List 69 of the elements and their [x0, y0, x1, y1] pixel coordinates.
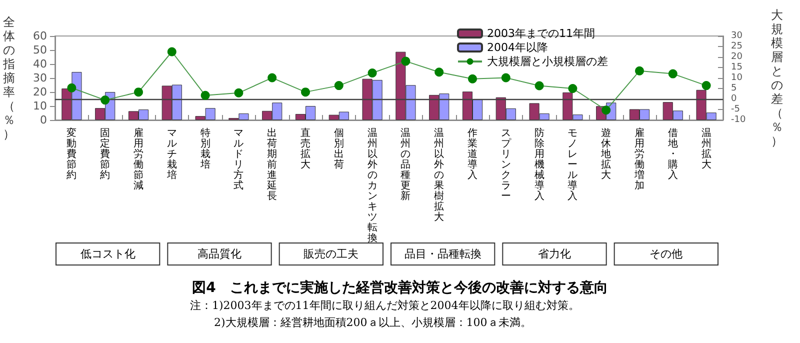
text: 図4 これまでに実施した経営改善対策と今後の改善に対する意向 [192, 279, 608, 296]
y-tick-label: 60 [33, 30, 47, 42]
x-tick-label: マルドリ方式 [234, 128, 244, 192]
category-label: 温州以外のカンキツ転換 [367, 128, 378, 244]
y2-tick-label: 0 [731, 94, 737, 104]
y-tick-label: 50 [33, 44, 47, 56]
x-tick-label: スプリンクラー [500, 128, 512, 202]
text: 注：1)2003年までの11年間に取り組んだ対策と2004年以降に取り組む対策。 2)大規模層：経営耕地面積200ａ以上、小規模層：100ａ未満。 [190, 299, 580, 329]
point [702, 81, 711, 90]
text: 省力化 [538, 248, 571, 260]
point [568, 84, 578, 93]
point [635, 66, 644, 76]
y2-tick-label: -10 [731, 115, 746, 125]
y2-tick-label: 30 [731, 31, 743, 41]
point [134, 88, 143, 97]
text: 販売の工夫 [304, 248, 359, 260]
x-tick-label: 雇用労働節減 [134, 126, 144, 192]
point [234, 88, 244, 98]
point [100, 96, 110, 105]
point [668, 69, 678, 78]
y2-tick-label: 15 [731, 62, 742, 72]
x-tick-label: 防除用機械導入 [534, 126, 544, 202]
category-label: 温州以外の果樹拡大 [434, 128, 444, 223]
y2-tick-label: 10 [731, 73, 743, 83]
text: その他 [650, 248, 683, 260]
x-tick-label: 個別出荷 [334, 128, 344, 170]
legend-label: 大規模層と小規模層の差 [487, 55, 608, 68]
y2-tick-label: 5 [731, 84, 737, 94]
point [434, 68, 444, 77]
point [602, 106, 611, 115]
y2-tick-label: 20 [731, 52, 743, 62]
y-tick-label: 30 [33, 72, 47, 84]
point [501, 73, 510, 82]
y-tick-label: 20 [33, 86, 47, 98]
legend-label: 2004年以降 [487, 41, 548, 54]
y2-tick-label: 25 [731, 42, 742, 52]
text: 大規模層との差（％） [771, 8, 783, 148]
x-tick-label: 遊休地拡大 [600, 126, 612, 181]
y-tick-label: 40 [33, 58, 47, 70]
x-tick-label: 直売拡大 [300, 126, 310, 170]
point [167, 47, 176, 56]
x-tick-label: 特別栽培 [199, 126, 210, 170]
point [334, 81, 344, 90]
text: 品目・品種転換 [404, 248, 482, 260]
point [200, 90, 210, 100]
y-tick-label: 10 [33, 100, 47, 112]
point [534, 81, 544, 90]
x-tick-label: 借地・購入 [666, 128, 678, 181]
x-tick-label: 作業道導入 [466, 128, 478, 181]
legend-label: 2003年までの11年間 [487, 27, 595, 40]
point [67, 83, 76, 92]
x-tick-label: マルチ栽培 [166, 128, 177, 181]
y2-tick-label: -5 [731, 104, 740, 114]
text: 高品質化 [198, 248, 242, 260]
x-tick-label: 出荷期前進延長 [266, 126, 278, 202]
point [468, 74, 477, 84]
x-tick-label: 雇用労働増加 [634, 126, 644, 192]
x-tick-label: 変動費節約 [66, 126, 77, 181]
x-tick-label: 固定費節約 [100, 128, 110, 181]
text: 低コスト化 [80, 248, 136, 260]
x-tick-label: モノレール導入 [568, 128, 578, 202]
point [268, 73, 277, 82]
text: 全体の指摘率（％） [3, 15, 15, 141]
y-tick-label: 0 [40, 114, 47, 126]
x-tick-label: 温州の品種更新 [400, 126, 411, 202]
x-tick-label: 温州拡大 [701, 126, 712, 170]
point [301, 88, 310, 97]
point [401, 56, 410, 66]
point [368, 68, 377, 78]
